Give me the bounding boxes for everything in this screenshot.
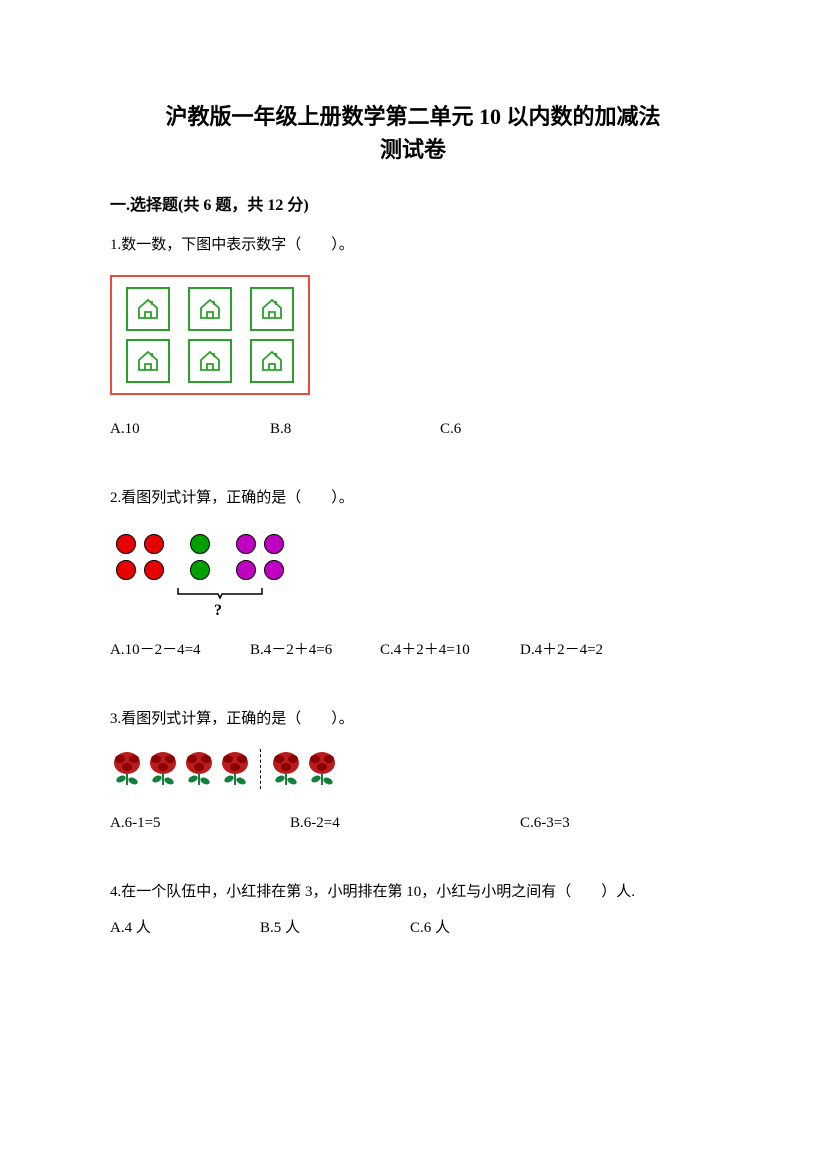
question-3: 3.看图列式计算，正确的是（ ）。 A.6-1=5 B.6-2=4 C.6-3=… (110, 707, 716, 835)
circle-green (190, 560, 210, 580)
flower-icon (110, 749, 144, 789)
circle-row (116, 534, 710, 554)
circle-red (144, 534, 164, 554)
q2-options: A.10－2－4=4 B.4－2＋4=6 C.4＋2＋4=10 D.4＋2－4=… (110, 638, 716, 662)
question-1: 1.数一数，下图中表示数字（ ）。 (110, 233, 716, 441)
bracket-label: ? (214, 598, 222, 624)
divider (260, 749, 261, 789)
flower-icon (182, 749, 216, 789)
flower-icon (269, 749, 303, 789)
q2-text: 2.看图列式计算，正确的是（ ）。 (110, 486, 716, 510)
option-c[interactable]: C.6 人 (410, 916, 510, 940)
question-4: 4.在一个队伍中，小红排在第 3，小明排在第 10，小红与小明之间有（ ）人. … (110, 880, 716, 940)
house-cell (188, 287, 232, 331)
flowers-container (110, 749, 716, 789)
q1-text: 1.数一数，下图中表示数字（ ）。 (110, 233, 716, 257)
house-cell (188, 339, 232, 383)
option-b[interactable]: B.8 (270, 417, 440, 441)
circle-green (190, 534, 210, 554)
circle-purple (236, 560, 256, 580)
flower-icon (146, 749, 180, 789)
option-c[interactable]: C.6-3=3 (520, 811, 620, 835)
circle-row (116, 560, 710, 580)
flower-icon (218, 749, 252, 789)
q3-text: 3.看图列式计算，正确的是（ ）。 (110, 707, 716, 731)
house-container (110, 275, 310, 395)
house-cell (126, 339, 170, 383)
option-d[interactable]: D.4＋2－4=2 (520, 638, 640, 662)
house-cell (126, 287, 170, 331)
q1-options: A.10 B.8 C.6 (110, 417, 716, 441)
option-c[interactable]: C.4＋2＋4=10 (380, 638, 520, 662)
q4-text: 4.在一个队伍中，小红排在第 3，小明排在第 10，小红与小明之间有（ ）人. (110, 880, 716, 904)
circle-purple (264, 534, 284, 554)
option-a[interactable]: A.4 人 (110, 916, 260, 940)
q1-image (110, 275, 716, 395)
option-c[interactable]: C.6 (440, 417, 540, 441)
bracket: ? (176, 586, 264, 616)
circle-purple (264, 560, 284, 580)
option-a[interactable]: A.6-1=5 (110, 811, 290, 835)
circles-container: ? (110, 528, 716, 616)
circle-red (116, 534, 136, 554)
title-line-2: 测试卷 (110, 133, 716, 166)
option-b[interactable]: B.5 人 (260, 916, 410, 940)
option-b[interactable]: B.6-2=4 (290, 811, 520, 835)
section-header: 一.选择题(共 6 题，共 12 分) (110, 191, 716, 215)
option-a[interactable]: A.10－2－4=4 (110, 638, 250, 662)
house-cell (250, 339, 294, 383)
option-b[interactable]: B.4－2＋4=6 (250, 638, 380, 662)
circle-purple (236, 534, 256, 554)
circle-red (116, 560, 136, 580)
exam-title: 沪教版一年级上册数学第二单元 10 以内数的加减法 测试卷 (110, 100, 716, 166)
flower-group-left (110, 749, 252, 789)
title-line-1: 沪教版一年级上册数学第二单元 10 以内数的加减法 (110, 100, 716, 133)
flower-icon (305, 749, 339, 789)
option-a[interactable]: A.10 (110, 417, 270, 441)
q3-options: A.6-1=5 B.6-2=4 C.6-3=3 (110, 811, 716, 835)
house-row (126, 287, 294, 331)
house-cell (250, 287, 294, 331)
question-2: 2.看图列式计算，正确的是（ ）。 (110, 486, 716, 662)
circle-red (144, 560, 164, 580)
house-row (126, 339, 294, 383)
q2-image: ? (110, 528, 716, 616)
q3-image (110, 749, 716, 789)
q4-options: A.4 人 B.5 人 C.6 人 (110, 916, 716, 940)
flower-group-right (269, 749, 339, 789)
